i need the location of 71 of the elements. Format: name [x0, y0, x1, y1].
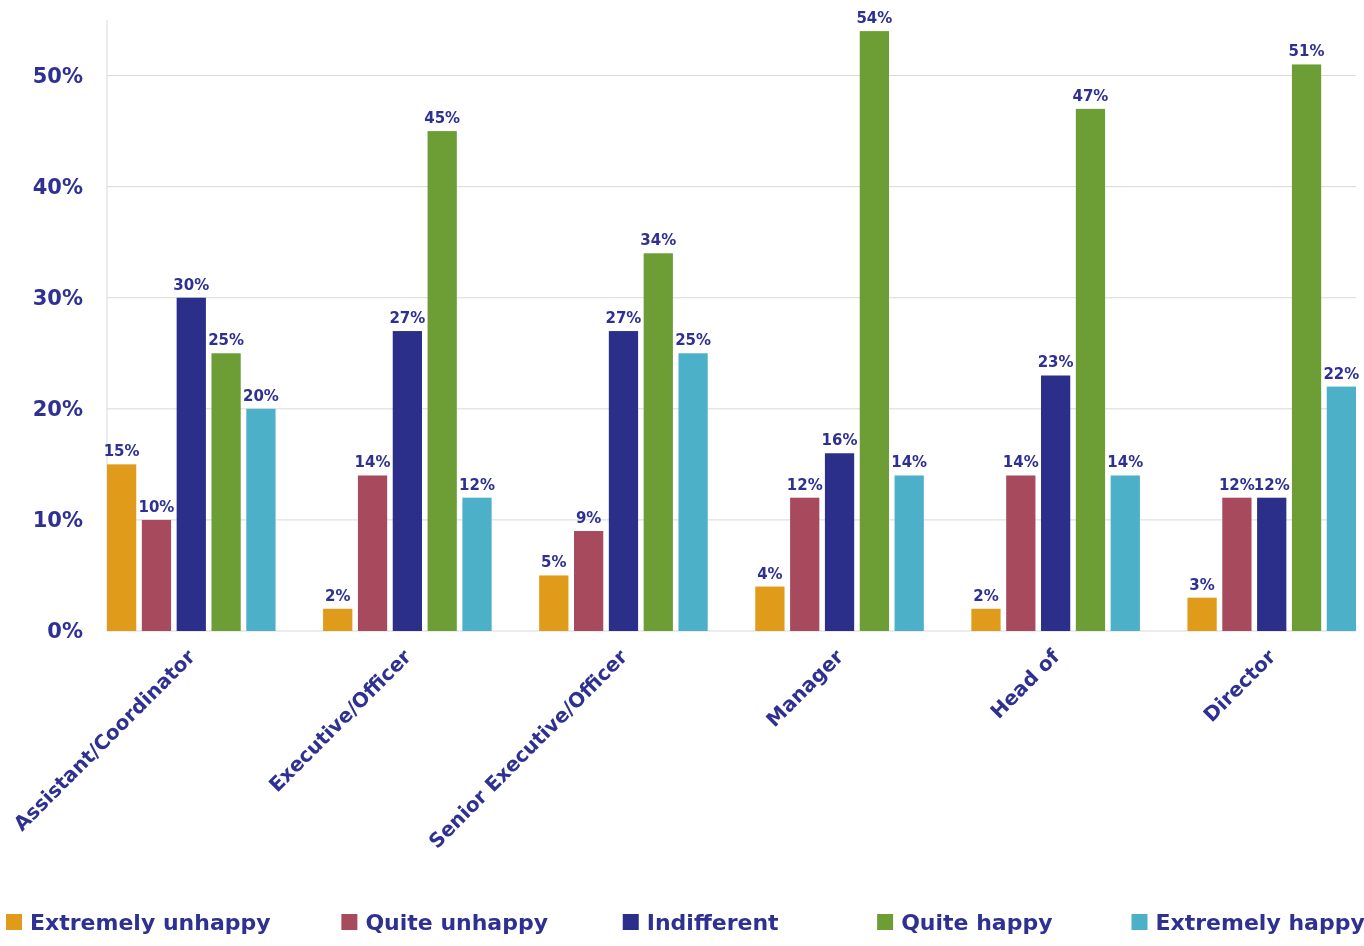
bar — [643, 253, 673, 631]
data-label: 10% — [138, 497, 175, 516]
legend-label: Extremely happy — [1155, 910, 1364, 935]
bar — [859, 31, 889, 631]
bar — [1187, 597, 1217, 631]
bar — [1326, 386, 1356, 631]
data-label: 9% — [575, 509, 602, 528]
bar — [1041, 375, 1071, 631]
bar — [357, 475, 388, 631]
data-label: 15% — [103, 442, 140, 461]
bar — [1006, 475, 1036, 631]
bar — [678, 353, 708, 631]
data-label: 12% — [459, 475, 495, 494]
bar — [427, 131, 457, 631]
bar — [176, 297, 206, 631]
data-label: 20% — [242, 386, 279, 405]
bar — [894, 475, 924, 631]
data-label: 25% — [675, 331, 712, 350]
bar — [323, 608, 353, 631]
bar — [790, 497, 820, 631]
data-label: 30% — [173, 275, 210, 294]
bar — [107, 464, 137, 631]
y-tick-label: 10% — [32, 508, 83, 533]
data-label: 4% — [757, 564, 783, 583]
data-label: 25% — [208, 331, 245, 350]
data-label: 12% — [1253, 475, 1290, 494]
data-label: 12% — [1218, 475, 1255, 494]
bar — [755, 586, 785, 631]
bar — [1222, 497, 1252, 631]
data-label: 14% — [1107, 453, 1144, 472]
data-label: 54% — [856, 9, 893, 28]
data-label: 16% — [821, 431, 858, 450]
data-label: 34% — [640, 231, 677, 250]
bar — [1257, 497, 1287, 631]
y-tick-label: 40% — [32, 174, 83, 199]
legend-label: Extremely unhappy — [30, 910, 271, 935]
data-label: 14% — [891, 453, 928, 472]
bar — [539, 575, 569, 631]
data-label: 27% — [389, 309, 426, 328]
bar — [246, 408, 276, 631]
bar — [211, 353, 241, 631]
legend-label: Quite happy — [901, 910, 1053, 935]
data-label: 45% — [424, 109, 461, 128]
bar — [971, 608, 1001, 631]
data-label: 22% — [1323, 364, 1360, 383]
bar — [1075, 108, 1106, 631]
y-tick-label: 20% — [32, 397, 83, 422]
bar — [141, 519, 172, 631]
data-label: 47% — [1072, 86, 1109, 105]
bar — [574, 531, 604, 631]
data-label: 51% — [1288, 42, 1325, 61]
legend-label: Indifferent — [646, 910, 780, 935]
data-label: 27% — [605, 309, 642, 328]
data-label: 5% — [541, 553, 567, 572]
data-label: 14% — [1002, 453, 1039, 472]
legend-label: Quite unhappy — [365, 910, 549, 935]
bar — [462, 497, 492, 631]
bar — [392, 331, 422, 631]
data-label: 23% — [1037, 353, 1074, 372]
bar — [1110, 475, 1140, 631]
data-label: 14% — [354, 453, 391, 472]
bar — [824, 453, 855, 631]
data-label: 2% — [973, 586, 999, 605]
y-tick-label: 30% — [32, 286, 83, 311]
bar — [608, 331, 639, 631]
y-tick-label: 50% — [32, 63, 83, 88]
data-label: 2% — [324, 586, 351, 605]
bar — [1291, 64, 1322, 631]
data-label: 3% — [1189, 575, 1215, 594]
data-label: 12% — [786, 475, 823, 494]
y-tick-label: 0% — [47, 619, 83, 644]
